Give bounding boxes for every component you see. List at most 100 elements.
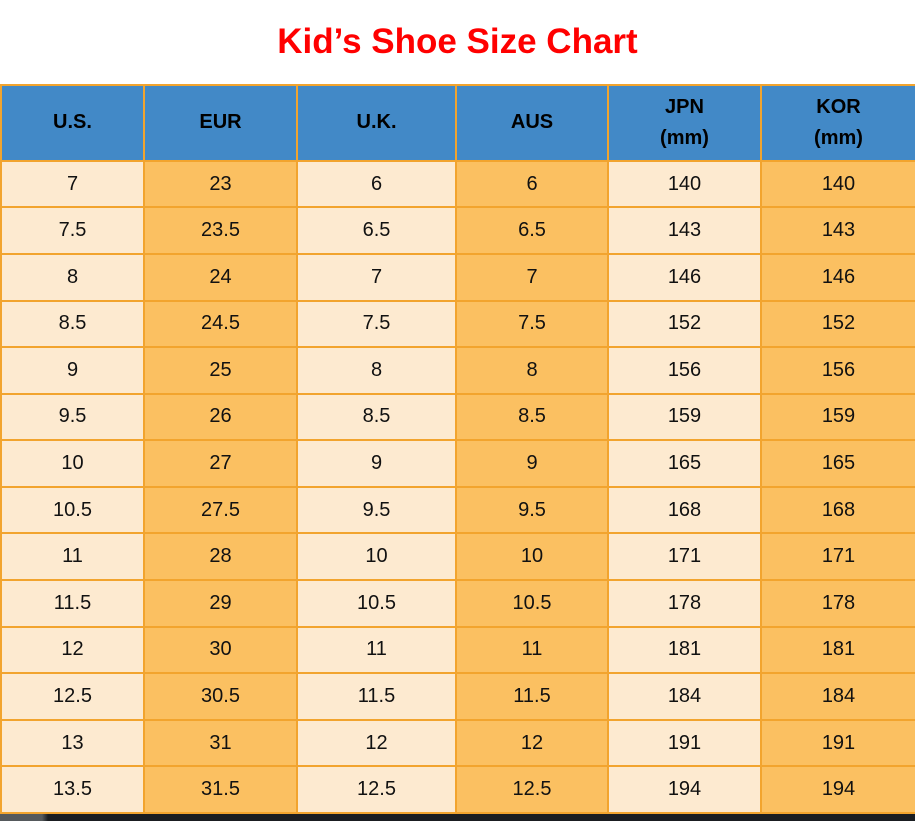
- table-cell: 12: [296, 718, 457, 768]
- table-cell: 12.5: [296, 765, 457, 815]
- table-cell: 10.5: [455, 579, 609, 628]
- table-row: 9 25 8 8 156 156: [0, 346, 915, 395]
- table-cell: 181: [607, 625, 762, 675]
- table-cell: 7.5: [296, 299, 457, 349]
- table-cell: 24: [143, 252, 298, 302]
- table-cell: 30: [143, 625, 298, 675]
- shoe-size-table: U.S. EUR U.K. AUS JPN (mm) KOR (mm) 7 23 6…: [0, 83, 915, 815]
- column-header-uk: U.K.: [296, 83, 457, 162]
- table-cell: 13.5: [0, 765, 145, 815]
- table-row: 13 31 12 12 191 191: [0, 718, 915, 768]
- table-row: 10.5 27.5 9.5 9.5 168 168: [0, 485, 915, 535]
- table-row: 11 28 10 10 171 171: [0, 532, 915, 582]
- table-cell: 9.5: [296, 485, 457, 535]
- table-cell: 13: [0, 718, 145, 768]
- table-cell: 10.5: [296, 579, 457, 628]
- table-row: 8 24 7 7 146 146: [0, 252, 915, 302]
- table-cell: 168: [760, 485, 915, 535]
- table-cell: 165: [760, 439, 915, 488]
- table-cell: 181: [760, 625, 915, 675]
- table-cell: 26: [143, 392, 298, 442]
- table-cell: 11.5: [0, 579, 145, 628]
- table-cell: 11: [455, 625, 609, 675]
- table-cell: 152: [607, 299, 762, 349]
- table-cell: 11: [0, 532, 145, 582]
- column-header-eur: EUR: [143, 83, 298, 162]
- table-cell: 152: [760, 299, 915, 349]
- table-cell: 8: [296, 346, 457, 395]
- table-row: 13.5 31.5 12.5 12.5 194 194: [0, 765, 915, 815]
- table-cell: 11.5: [296, 672, 457, 721]
- table-cell: 31: [143, 718, 298, 768]
- table-body: 7 23 6 6 140 140 7.5 23.5 6.5 6.5 143 143 8 24 7 7 146 14…: [0, 159, 915, 815]
- table-cell: 30.5: [143, 672, 298, 721]
- header-row: U.S. EUR U.K. AUS JPN (mm) KOR (mm): [0, 83, 915, 162]
- column-header-aus: AUS: [455, 83, 609, 162]
- table-cell: 7: [0, 159, 145, 209]
- table-cell: 10.5: [0, 485, 145, 535]
- table-cell: 140: [607, 159, 762, 209]
- table-cell: 8.5: [296, 392, 457, 442]
- table-row: 12 30 11 11 181 181: [0, 625, 915, 675]
- table-cell: 29: [143, 579, 298, 628]
- table-cell: 143: [760, 206, 915, 255]
- table-cell: 12.5: [0, 672, 145, 721]
- table-cell: 171: [607, 532, 762, 582]
- table-cell: 27.5: [143, 485, 298, 535]
- table-cell: 146: [607, 252, 762, 302]
- table-cell: 7.5: [0, 206, 145, 255]
- table-cell: 9: [0, 346, 145, 395]
- table-cell: 6: [296, 159, 457, 209]
- table-cell: 9: [455, 439, 609, 488]
- table-cell: 11.5: [455, 672, 609, 721]
- table-cell: 8.5: [0, 299, 145, 349]
- table-cell: 143: [607, 206, 762, 255]
- table-cell: 156: [607, 346, 762, 395]
- table-cell: 7.5: [455, 299, 609, 349]
- table-row: 11.5 29 10.5 10.5 178 178: [0, 579, 915, 628]
- table-cell: 10: [0, 439, 145, 488]
- table-cell: 23: [143, 159, 298, 209]
- table-row: 7 23 6 6 140 140: [0, 159, 915, 209]
- table-cell: 8.5: [455, 392, 609, 442]
- table-cell: 165: [607, 439, 762, 488]
- table-cell: 191: [760, 718, 915, 768]
- table-cell: 9.5: [455, 485, 609, 535]
- table-cell: 178: [607, 579, 762, 628]
- table-cell: 8: [0, 252, 145, 302]
- table-cell: 23.5: [143, 206, 298, 255]
- table-cell: 10: [455, 532, 609, 582]
- table-row: 10 27 9 9 165 165: [0, 439, 915, 488]
- table-cell: 9: [296, 439, 457, 488]
- table-cell: 159: [607, 392, 762, 442]
- column-header-kor: KOR (mm): [760, 83, 915, 162]
- table-cell: 8: [455, 346, 609, 395]
- table-cell: 12.5: [455, 765, 609, 815]
- table-cell: 31.5: [143, 765, 298, 815]
- table-cell: 7: [296, 252, 457, 302]
- table-cell: 28: [143, 532, 298, 582]
- table-cell: 140: [760, 159, 915, 209]
- column-header-us: U.S.: [0, 83, 145, 162]
- table-cell: 24.5: [143, 299, 298, 349]
- table-cell: 191: [607, 718, 762, 768]
- column-header-jpn: JPN (mm): [607, 83, 762, 162]
- bottom-edge-bar: [0, 814, 915, 821]
- table-cell: 27: [143, 439, 298, 488]
- table-cell: 146: [760, 252, 915, 302]
- table-row: 7.5 23.5 6.5 6.5 143 143: [0, 206, 915, 255]
- table-cell: 178: [760, 579, 915, 628]
- table-cell: 11: [296, 625, 457, 675]
- table-cell: 9.5: [0, 392, 145, 442]
- table-cell: 12: [455, 718, 609, 768]
- table-cell: 6.5: [296, 206, 457, 255]
- table-cell: 7: [455, 252, 609, 302]
- title-area: Kid’s Shoe Size Chart: [0, 0, 915, 84]
- table-row: 12.5 30.5 11.5 11.5 184 184: [0, 672, 915, 721]
- table-cell: 25: [143, 346, 298, 395]
- table-cell: 194: [760, 765, 915, 815]
- table-cell: 6: [455, 159, 609, 209]
- table-cell: 156: [760, 346, 915, 395]
- table-row: 9.5 26 8.5 8.5 159 159: [0, 392, 915, 442]
